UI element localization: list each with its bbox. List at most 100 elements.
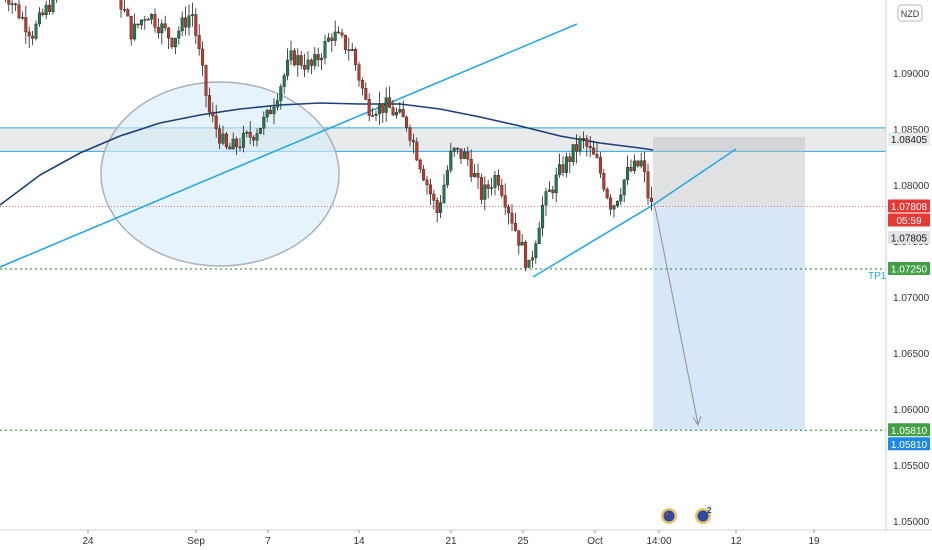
candle-body	[646, 171, 650, 199]
candle	[422, 165, 426, 182]
candle-body	[316, 54, 320, 61]
candle-body	[483, 184, 487, 200]
candle	[194, 8, 198, 45]
candle	[612, 204, 616, 218]
candle-body	[534, 243, 538, 258]
candle-body	[224, 133, 228, 148]
candle	[262, 111, 266, 136]
candle-body	[612, 205, 616, 210]
candle-body	[592, 147, 596, 155]
candle-body	[442, 184, 446, 203]
candle	[255, 128, 259, 147]
candle-body	[299, 55, 303, 66]
countdown-tag-text: 05:59	[896, 216, 921, 227]
candle	[483, 176, 487, 211]
candle	[367, 93, 371, 122]
candle	[170, 37, 174, 50]
candles-layer	[5, 0, 653, 272]
candle-body	[598, 157, 602, 174]
candle-body	[602, 173, 606, 190]
candle	[479, 173, 483, 205]
candle-body	[255, 133, 259, 141]
candle	[316, 47, 320, 67]
candle	[462, 148, 466, 159]
candle	[163, 15, 167, 32]
candle	[561, 156, 565, 177]
calendar-event-icon[interactable]: 2	[695, 506, 712, 524]
candle	[5, 0, 6, 3]
candle-body	[160, 23, 164, 34]
candle-body	[588, 146, 592, 149]
candle	[343, 34, 347, 54]
candle	[571, 144, 575, 166]
candle-body	[180, 17, 184, 32]
candle	[150, 13, 154, 25]
candle	[357, 61, 361, 87]
current-price-tag: 1.07808	[888, 199, 930, 213]
candle	[527, 259, 531, 268]
candle	[588, 135, 592, 158]
candle-body	[31, 35, 35, 39]
candle	[272, 98, 276, 125]
nz-flag-event-icon[interactable]	[661, 508, 677, 524]
candle	[10, 0, 14, 14]
candle-body	[479, 177, 483, 200]
target-price-tag: 1.05810	[888, 423, 930, 437]
candle	[337, 26, 341, 34]
candle-body	[554, 174, 558, 194]
tp1-price-tag: 1.07250	[888, 262, 930, 276]
candle	[292, 48, 296, 67]
candle-body	[367, 99, 371, 116]
candle-body	[235, 138, 239, 148]
candle-body	[401, 109, 405, 118]
candle-body	[10, 3, 14, 5]
candle	[418, 158, 422, 174]
moving-average-line	[0, 102, 654, 206]
candle-body	[551, 189, 555, 194]
candle-body	[452, 147, 456, 152]
candle	[160, 19, 164, 45]
candle-body	[459, 148, 463, 159]
candle	[615, 200, 619, 208]
candle-body	[44, 4, 48, 16]
candle	[537, 221, 541, 244]
candle	[530, 250, 534, 268]
candle	[445, 165, 449, 188]
candle-body	[20, 17, 24, 19]
candle	[44, 0, 48, 20]
candle	[279, 83, 283, 110]
currency-box[interactable]	[897, 4, 923, 22]
candle	[415, 137, 419, 162]
candle	[510, 204, 514, 232]
candle	[156, 18, 160, 39]
candle-body	[306, 59, 310, 70]
candle	[605, 187, 609, 200]
candle-body	[513, 223, 517, 231]
candle	[547, 181, 551, 192]
candle-body	[575, 144, 579, 152]
countdown-tag: 05:59	[888, 213, 930, 227]
candle	[326, 33, 330, 43]
candle-body	[156, 27, 160, 34]
candle	[17, 0, 21, 20]
target-price-tag-text: 1.05810	[891, 426, 928, 437]
candle	[320, 53, 324, 71]
candle	[449, 142, 453, 173]
candle	[432, 189, 436, 210]
candle-body	[564, 156, 568, 173]
candle-body	[537, 227, 541, 244]
candle	[20, 11, 24, 20]
candle-body	[547, 189, 551, 192]
zone-top-price-tag-bg	[888, 132, 930, 146]
candle	[476, 163, 480, 189]
candle-body	[571, 144, 575, 162]
candle-body	[221, 133, 225, 144]
candle-body	[524, 242, 528, 268]
candle-body	[462, 151, 466, 159]
candle-body	[486, 184, 490, 189]
candle-body	[228, 146, 232, 150]
x-tick-label: 21	[445, 536, 457, 547]
candle-body	[41, 12, 45, 16]
candle-body	[639, 160, 643, 167]
